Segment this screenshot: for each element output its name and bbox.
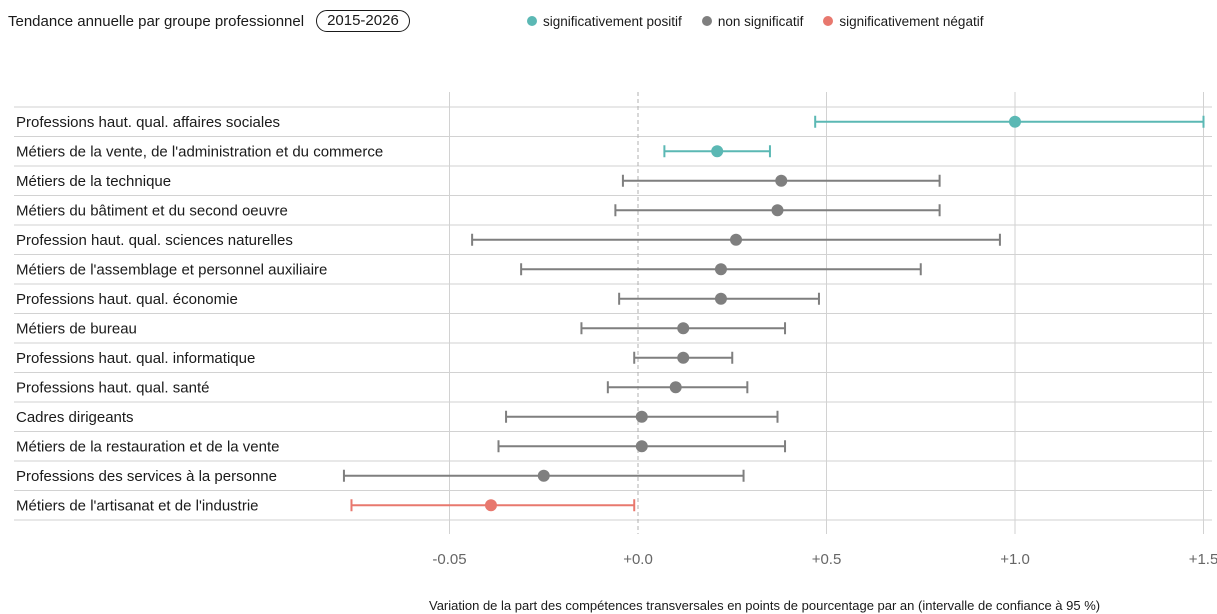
legend-dot-positive (527, 16, 537, 26)
row-label: Métiers de bureau (16, 320, 137, 337)
estimate-point (537, 469, 550, 482)
x-tick-label: -0.05 (432, 551, 466, 568)
row-label: Métiers de la vente, de l'administration… (16, 143, 383, 160)
estimate-point (635, 410, 648, 423)
row-label: Métiers de l'artisanat et de l'industrie (16, 497, 259, 514)
estimate-point (669, 381, 682, 394)
estimate-point (771, 204, 784, 217)
row-label: Cadres dirigeants (16, 409, 134, 426)
row-label: Métiers de l'assemblage et personnel aux… (16, 261, 327, 278)
legend-dot-neutral (701, 16, 712, 26)
estimate-point (635, 440, 648, 453)
estimate-point (1009, 115, 1021, 128)
legend: significativement positif non significat… (527, 9, 1003, 33)
chart-title: Tendance annuelle par groupe professionn… (8, 12, 305, 30)
estimate-point (677, 322, 690, 335)
legend-item-neutral[interactable]: non significatif (701, 13, 804, 29)
estimate-point (677, 351, 690, 364)
chart-header: Tendance annuelle par groupe professionn… (8, 9, 410, 33)
legend-label-neutral: non significatif (717, 13, 804, 29)
legend-item-positive[interactable]: significativement positif (527, 14, 682, 29)
row-label: Profession haut. qual. sciences naturell… (16, 232, 293, 249)
x-tick-label: +0.0 (623, 551, 653, 568)
period-badge[interactable]: 2015-2026 (316, 10, 410, 32)
row-label: Professions haut. qual. informatique (16, 350, 255, 367)
legend-label-negative: significativement négatif (839, 13, 984, 29)
estimate-point (711, 145, 724, 158)
estimate-point (775, 174, 788, 187)
row-label: Professions haut. qual. santé (16, 379, 209, 396)
row-label: Professions haut. qual. économie (16, 291, 238, 308)
estimate-point (484, 499, 497, 512)
estimate-point (714, 292, 727, 305)
row-label: Métiers du bâtiment et du second oeuvre (16, 202, 288, 219)
legend-item-negative[interactable]: significativement négatif (823, 14, 983, 29)
x-tick-label: +0.5 (812, 551, 842, 568)
legend-label-positive: significativement positif (543, 13, 682, 29)
row-label: Professions haut. qual. affaires sociale… (16, 114, 280, 131)
estimate-point (730, 233, 743, 246)
estimate-point (714, 263, 727, 276)
row-label: Professions des services à la personne (16, 468, 277, 485)
row-label: Métiers de la technique (16, 173, 171, 190)
x-tick-label: +1.5 (1189, 551, 1217, 568)
x-axis-label: Variation de la part des compétences tra… (429, 598, 1101, 613)
legend-dot-negative (823, 16, 834, 26)
x-tick-label: +1.0 (1000, 551, 1030, 568)
row-label: Métiers de la restauration et de la vent… (16, 438, 279, 455)
